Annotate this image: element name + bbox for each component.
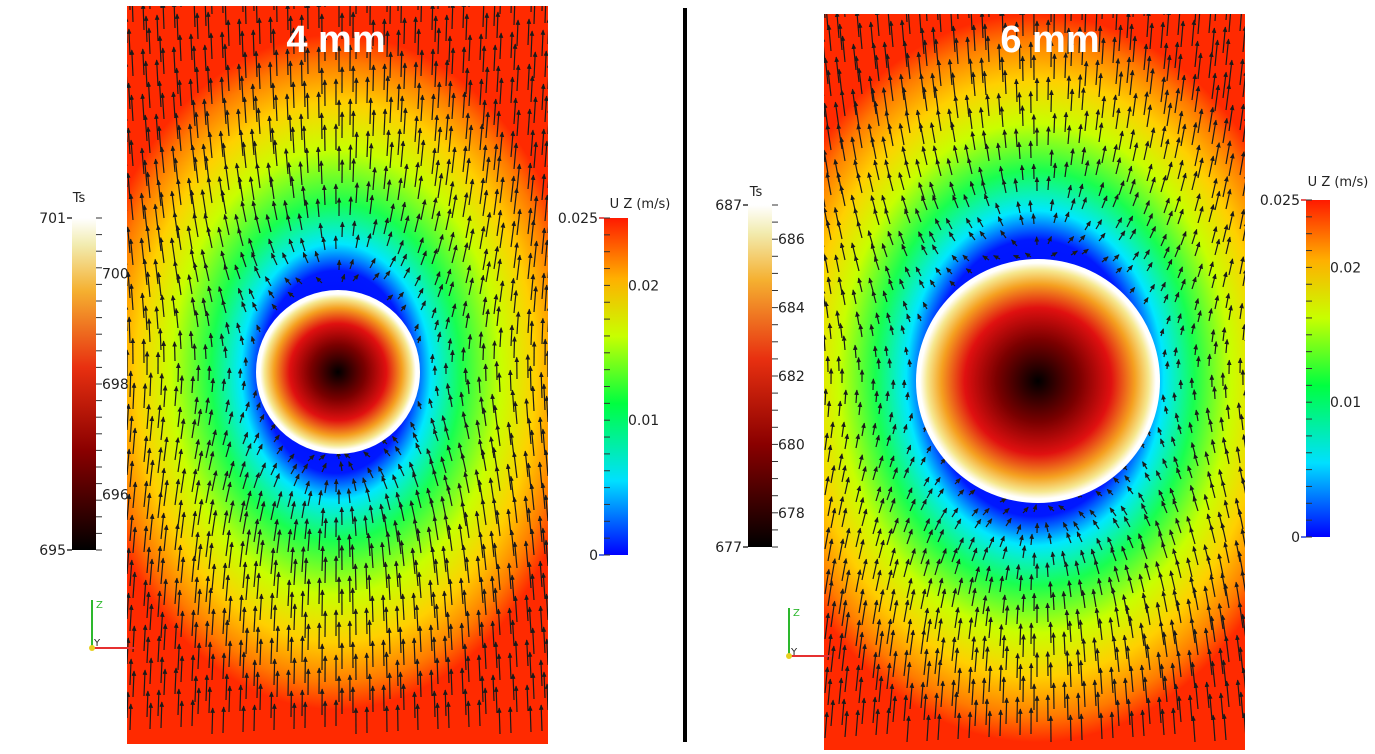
colorbar-title: Ts [749, 185, 763, 200]
particle-4mm [260, 294, 416, 450]
svg-text:Y: Y [93, 638, 101, 649]
colorbar-label: 682 [778, 369, 805, 385]
temp-colorbar-4mm: Ts 701 700 698 696 695 [39, 191, 129, 559]
colorbar-label: 677 [715, 540, 742, 556]
colorbar-label: 696 [102, 488, 129, 504]
axes-triad-4mm: Z Y [89, 600, 135, 651]
colorbar-label: 0.025 [558, 211, 598, 227]
colorbar-label: 0 [589, 548, 598, 564]
colorbar-label: 0.01 [1330, 395, 1361, 411]
panel-title: 6 mm [1000, 19, 1099, 61]
colorbar-label: 700 [102, 266, 129, 282]
colorbar-title: U Z (m/s) [610, 197, 671, 212]
colorbar-label: 687 [715, 198, 742, 214]
colorbar-label: 686 [778, 232, 805, 248]
velocity-colorbar-6mm: U Z (m/s) 0.025 0.02 0.01 0 [1260, 175, 1368, 546]
colorbar-label: 698 [102, 377, 129, 393]
colorbar-label: 684 [778, 301, 805, 317]
colorbar-label: 0 [1291, 530, 1300, 546]
svg-text:Z: Z [96, 600, 103, 611]
panel-6mm: 6 mm Ts 687 686 684 682 680 678 677 U Z (m/s) … [715, 14, 1368, 750]
velocity-colorbar-4mm: U Z (m/s) 0.025 0.02 0.01 0 [558, 197, 670, 564]
colorbar-label: 701 [39, 211, 66, 227]
velocity-vectors-4mm [127, 6, 548, 735]
axes-triad-6mm: Z Y [786, 608, 832, 659]
colorbar-title: U Z (m/s) [1308, 175, 1369, 190]
particle-6mm [920, 263, 1156, 499]
colorbar-label: 680 [778, 437, 805, 453]
colorbar-label: 695 [39, 543, 66, 559]
panel-4mm: 4 mm Ts 701 700 698 696 695 U Z (m/s) 0.025 0… [39, 6, 670, 744]
svg-text:Z: Z [793, 608, 800, 619]
velocity-vectors-6mm [824, 14, 1245, 743]
colorbar-label: 0.01 [628, 413, 659, 429]
colorbar-label: 0.02 [628, 278, 659, 294]
colorbar-label: 678 [778, 506, 805, 522]
colorbar-label: 0.02 [1330, 260, 1361, 276]
colorbar-title: Ts [72, 191, 86, 206]
colorbar-label: 0.025 [1260, 193, 1300, 209]
svg-text:Y: Y [790, 647, 798, 658]
panel-title: 4 mm [286, 19, 385, 61]
temp-colorbar-6mm: Ts 687 686 684 682 680 678 677 [715, 185, 805, 556]
